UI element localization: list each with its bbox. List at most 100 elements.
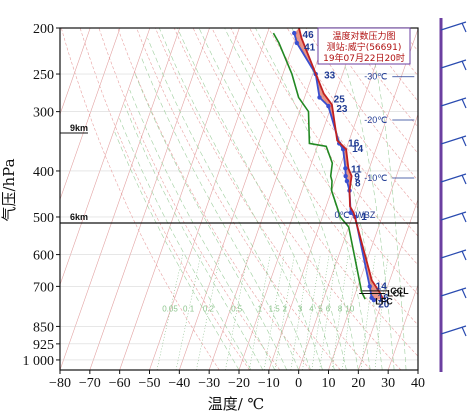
- dry-adiabat-line: [324, 28, 418, 154]
- mixing-ratio-line: [225, 254, 249, 370]
- x-tick-label: −80: [49, 376, 71, 391]
- mixing-ratio-line: [196, 254, 221, 370]
- moist-adiabat-line: [114, 131, 240, 370]
- isotherm-line: [358, 198, 418, 370]
- x-tick-label: −50: [139, 376, 161, 391]
- x-tick-label: 20: [351, 376, 365, 391]
- level-annotation: CCL: [390, 286, 409, 296]
- isotherm-line: [60, 28, 151, 286]
- dry-adiabat-line: [98, 28, 281, 370]
- dry-adiabat-line: [155, 28, 371, 370]
- y-tick-label: 400: [33, 165, 54, 180]
- wind-barb-flag: [461, 22, 467, 33]
- dry-adiabat-line: [438, 28, 476, 370]
- mixing-ratio-label: 0.5: [231, 304, 243, 313]
- moist-adiabat-line: [124, 104, 264, 370]
- chart-subtitle-time: 19年07月22日20时: [323, 52, 405, 64]
- mixing-ratio-label: 6: [326, 304, 331, 313]
- dry-adiabat-line: [79, 28, 250, 370]
- y-tick-label: 200: [33, 22, 54, 37]
- y-tick-label: 500: [33, 211, 54, 226]
- wind-barb-flag: [461, 288, 467, 299]
- moist-adiabat-line: [255, 28, 371, 370]
- moist-adiabat-line: [140, 56, 299, 370]
- x-axis-title: 温度/ ℃: [208, 395, 265, 413]
- wind-barb-panel: [439, 18, 467, 372]
- level-label: 16: [348, 138, 360, 149]
- wind-barb: [440, 287, 467, 299]
- axes: −80 −70 −60 −50 −40 −30 −20 −10 0 10 20 30 40 200 250 3…: [23, 22, 426, 391]
- moist-adiabat-line: [129, 89, 276, 370]
- y-tick-label: 700: [33, 280, 54, 295]
- mixing-ratio-line: [274, 254, 295, 370]
- level-label: 8: [355, 178, 361, 189]
- y-tick-label: 850: [33, 320, 54, 335]
- isotherm-line: [179, 28, 300, 370]
- height-label: 6km: [70, 212, 88, 222]
- dry-adiabat-line: [192, 28, 418, 357]
- mixing-ratio-label: 2: [282, 304, 287, 313]
- dewpoint-curve: [272, 32, 366, 300]
- isotherm-line: [238, 28, 359, 370]
- temperature-point: [317, 95, 322, 100]
- y-tick-label: 925: [33, 338, 54, 353]
- isotherm-line: [60, 28, 180, 370]
- mixing-ratio-label: 10: [345, 304, 354, 313]
- y-axis-title: 气压/hPa: [0, 158, 18, 221]
- level-label: 14: [352, 144, 364, 155]
- mixing-ratio-line: [290, 254, 310, 370]
- wind-barb-flag: [461, 212, 467, 223]
- isotherm-annotation: -20℃: [364, 115, 387, 125]
- mixing-ratio-label: 1.5: [269, 304, 281, 313]
- moist-adiabat-line: [159, 28, 323, 370]
- level-label: 14: [376, 281, 388, 292]
- x-tick-label: −20: [228, 376, 250, 391]
- mixing-ratio-label: 1: [258, 304, 263, 313]
- level-annotation: LCL: [387, 288, 405, 298]
- thermo-grid: [60, 28, 476, 370]
- dry-adiabat-line: [249, 28, 418, 266]
- mixing-ratio-line: [311, 254, 330, 370]
- temperature-point: [326, 103, 331, 109]
- temperature-point: [294, 40, 299, 46]
- wind-barb-flag: [461, 174, 467, 185]
- x-tick-label: 10: [322, 376, 336, 391]
- dry-adiabat-line: [286, 28, 418, 209]
- level-label: 46: [303, 30, 315, 41]
- mixing-ratio-label: 4: [309, 304, 314, 313]
- isotherm-annotation: 0℃: [334, 210, 349, 220]
- x-tick-label: 0: [295, 376, 302, 391]
- y-tick-label: 600: [33, 249, 54, 264]
- mixing-ratio-line: [175, 254, 202, 370]
- moist-adiabat-line: [119, 118, 252, 370]
- dry-adiabat-line: [61, 28, 220, 370]
- chart-title: 温度对数压力图: [332, 30, 395, 42]
- x-tick-label: −30: [198, 376, 220, 391]
- height-label: 9km: [70, 123, 88, 133]
- isotherm-line: [89, 28, 210, 370]
- mixing-ratio-label: 0.05: [162, 304, 178, 313]
- isotherm-line: [328, 113, 418, 370]
- moist-adiabat-line: [147, 37, 311, 370]
- dry-adiabat-line: [117, 28, 311, 370]
- temperature-point: [371, 297, 377, 303]
- mixing-ratio-label: 0.2: [203, 304, 215, 313]
- mixing-ratio-label: 0.1: [183, 304, 195, 313]
- moist-adiabat-line: [177, 28, 335, 370]
- temperature-point: [344, 178, 350, 184]
- moist-adiabat-line: [330, 28, 395, 370]
- isotherm-line: [60, 28, 91, 116]
- x-tick-label: 30: [381, 376, 395, 391]
- level-label: 11: [351, 164, 362, 175]
- x-tick-label: −40: [168, 376, 190, 391]
- moist-adiabat-line: [134, 73, 287, 370]
- level-label: 16: [378, 293, 390, 304]
- isotherm-line: [119, 28, 240, 370]
- x-tick-label: −10: [258, 376, 280, 391]
- isotherm-line: [387, 283, 418, 370]
- mixing-ratio-label: 3: [298, 304, 303, 313]
- level-label: 1: [361, 212, 367, 223]
- wind-barb-flag: [461, 250, 467, 261]
- isotherm-line: [208, 28, 330, 370]
- mixing-ratio-line: [360, 254, 376, 370]
